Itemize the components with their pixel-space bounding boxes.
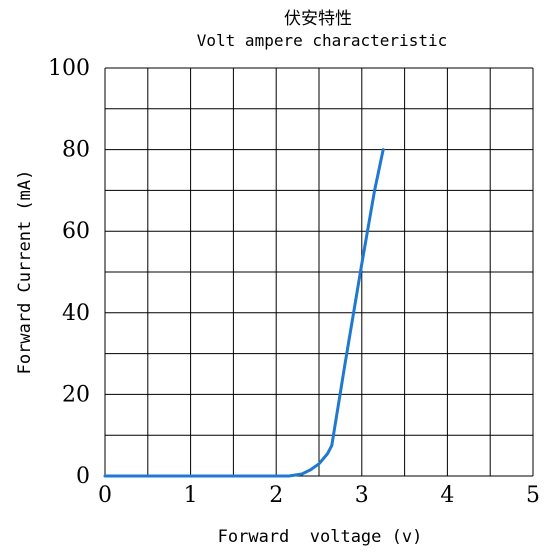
x-tick-labels: 0 1 2 3 4 5 — [98, 483, 540, 508]
y-axis-label: Forward Current (mA) — [15, 170, 35, 375]
x-tick-label: 2 — [269, 483, 283, 508]
chart-subtitle: Volt ampere characteristic — [197, 31, 447, 50]
y-tick-label: 40 — [62, 301, 90, 326]
y-tick-label: 60 — [62, 219, 90, 244]
grid — [104, 67, 534, 477]
y-tick-label: 20 — [62, 382, 90, 407]
x-tick-label: 1 — [184, 483, 198, 508]
series — [103, 148, 385, 478]
x-tick-label: 4 — [440, 483, 454, 508]
y-tick-label: 100 — [48, 56, 90, 81]
y-tick-label: 80 — [62, 138, 90, 163]
x-tick-label: 3 — [355, 483, 369, 508]
y-tick-labels: 0 20 40 60 80 100 — [48, 56, 90, 489]
y-tick-label: 0 — [76, 464, 90, 489]
chart-title: 伏安特性 — [284, 9, 352, 29]
series-line — [103, 148, 385, 478]
x-tick-label: 0 — [98, 483, 112, 508]
x-tick-label: 5 — [526, 483, 540, 508]
x-axis-label: Forward voltage (v) — [218, 527, 423, 547]
